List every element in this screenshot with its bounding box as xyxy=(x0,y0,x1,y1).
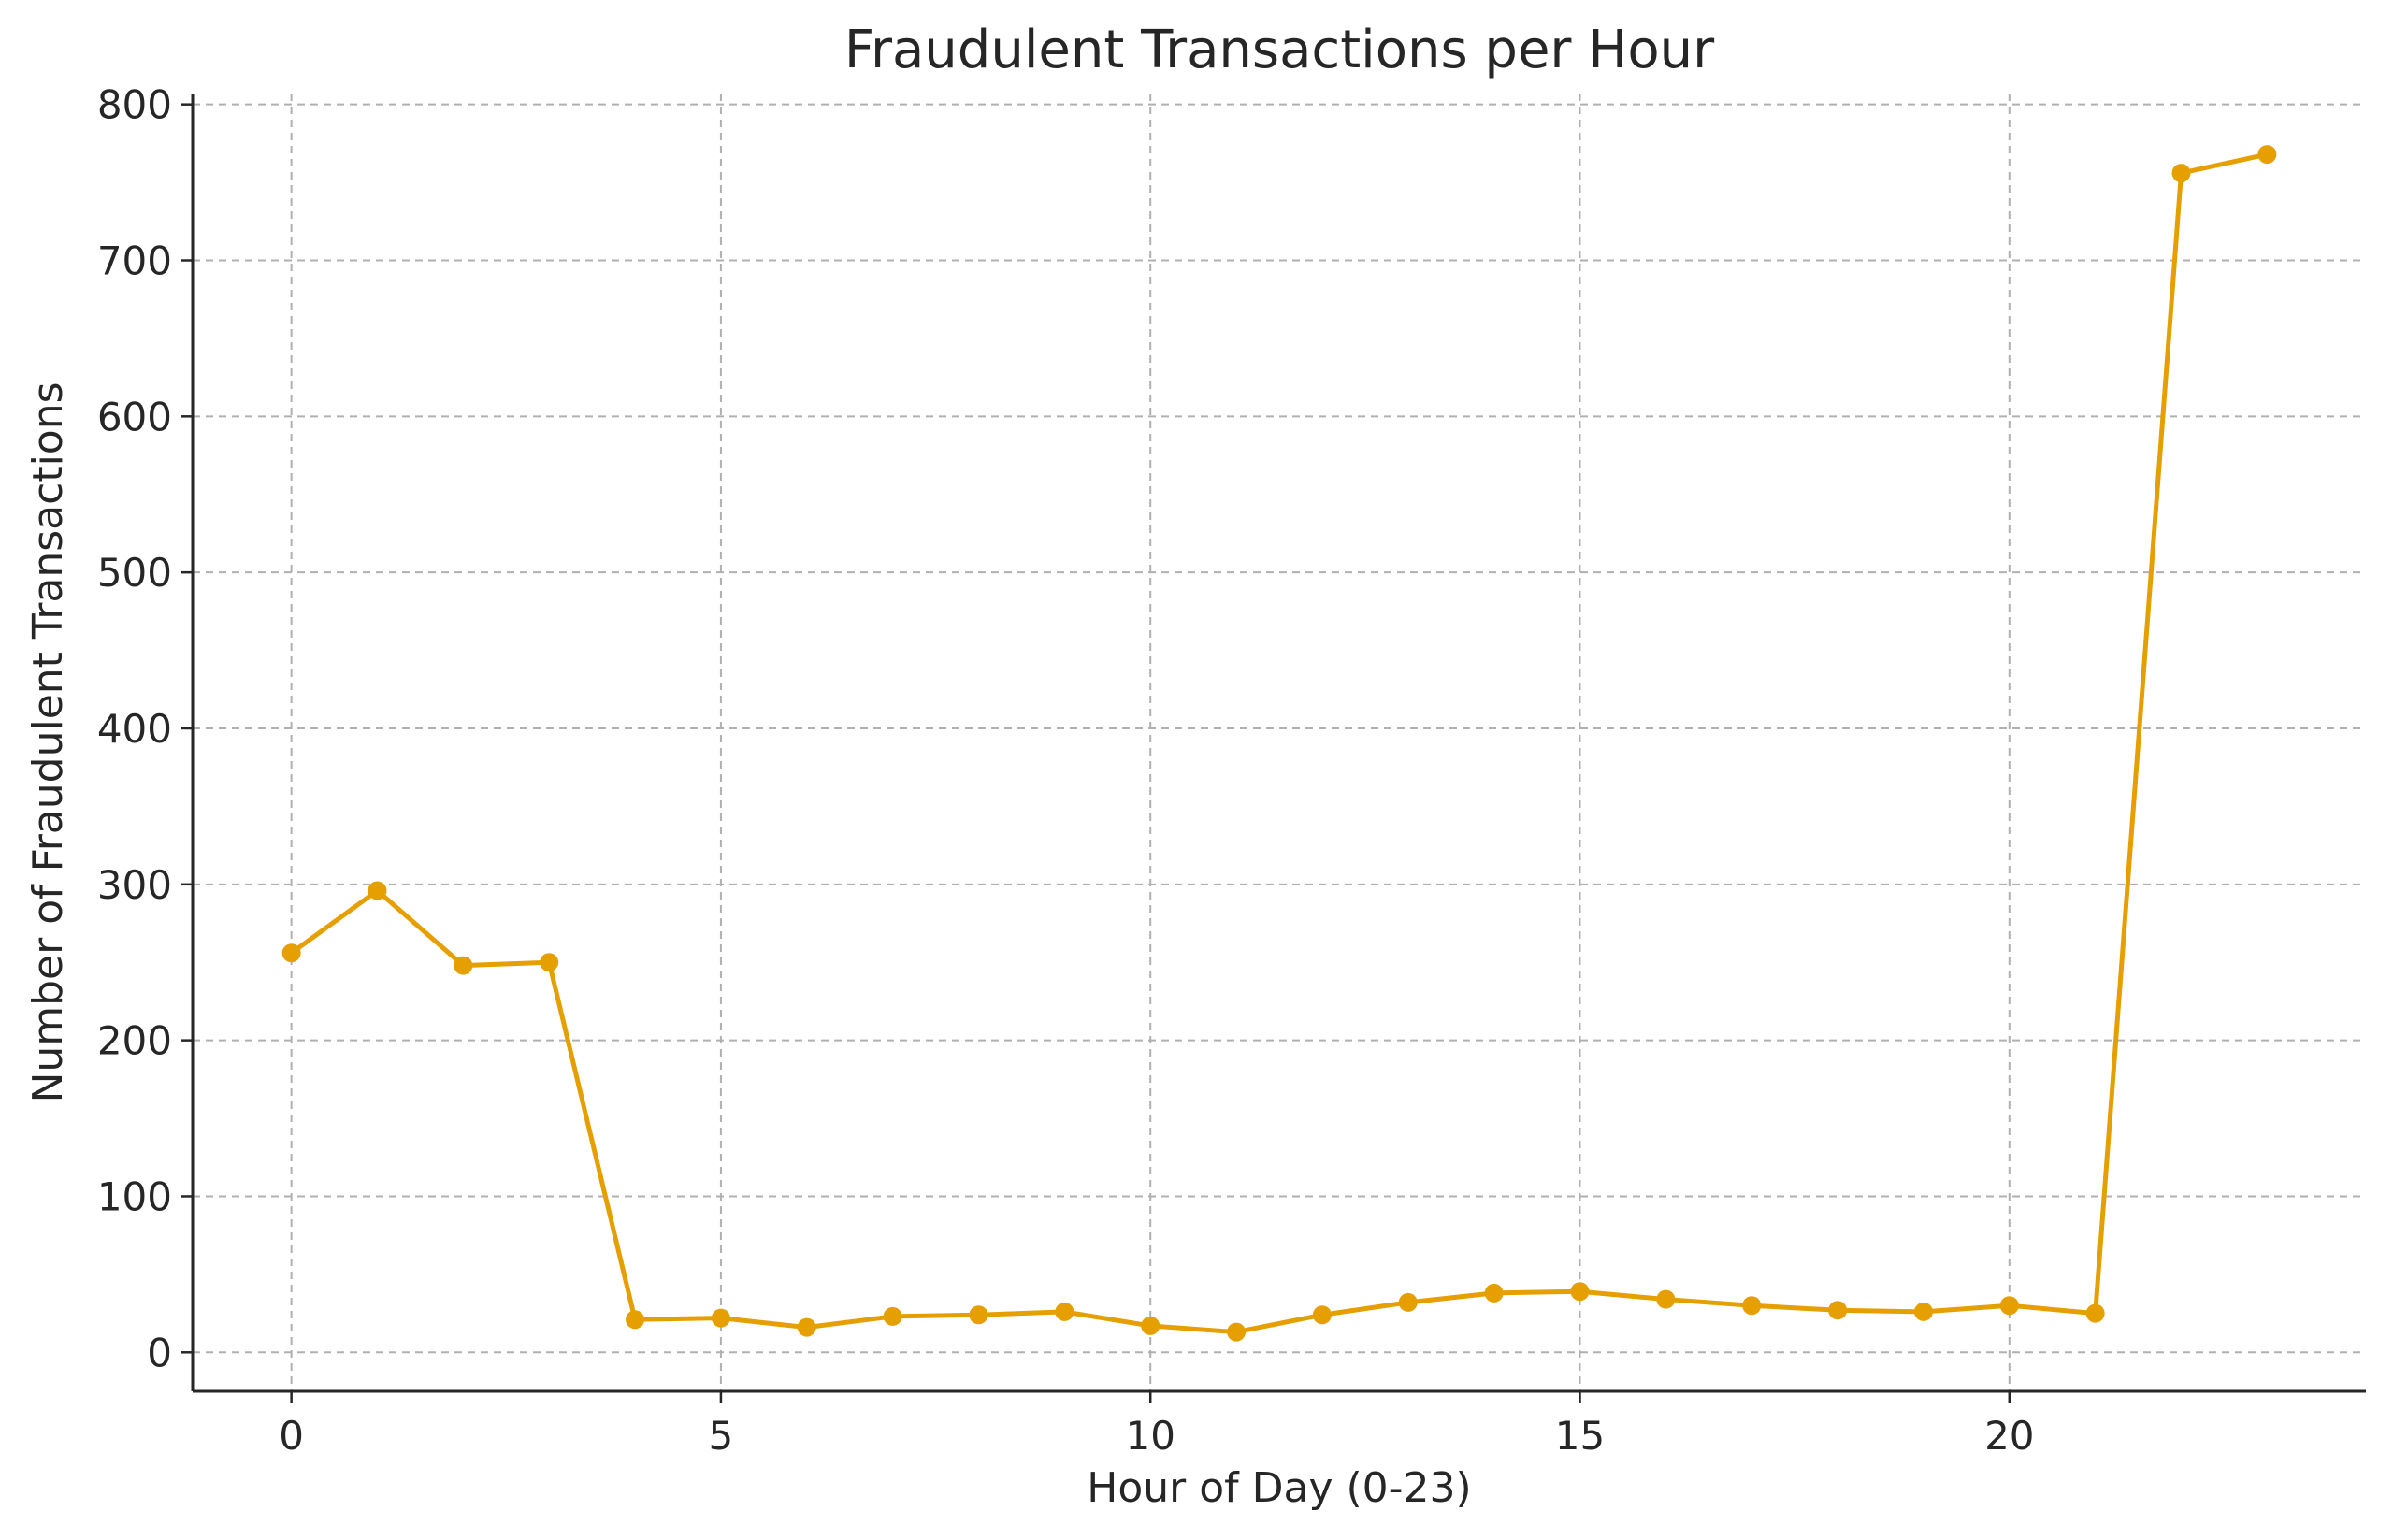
y-tick-label: 0 xyxy=(147,1330,172,1375)
y-tick-label: 500 xyxy=(97,550,172,596)
data-point xyxy=(1141,1316,1160,1335)
y-tick-label: 200 xyxy=(97,1018,172,1064)
chart-title: Fraudulent Transactions per Hour xyxy=(844,20,1715,80)
x-tick-label: 15 xyxy=(1555,1413,1605,1459)
data-point xyxy=(368,881,387,900)
y-axis-title: Number of Fraudulent Transactions xyxy=(24,381,72,1102)
data-point xyxy=(969,1305,988,1325)
data-point xyxy=(2085,1303,2105,1323)
data-point xyxy=(1999,1296,2019,1316)
data-point xyxy=(1742,1296,1762,1316)
x-tick-label: 20 xyxy=(1984,1413,2034,1459)
data-point xyxy=(2171,164,2191,183)
data-point xyxy=(711,1308,730,1328)
y-tick-label: 700 xyxy=(97,238,172,284)
data-point xyxy=(540,953,559,972)
data-point xyxy=(1913,1302,1933,1321)
data-point xyxy=(1828,1301,1848,1320)
data-point xyxy=(454,956,473,975)
series xyxy=(281,145,2277,1342)
x-tick-label: 10 xyxy=(1125,1413,1175,1459)
data-point xyxy=(883,1306,902,1326)
y-tick-label: 100 xyxy=(97,1173,172,1219)
data-point xyxy=(1312,1305,1332,1325)
x-axis-title: Hour of Day (0-23) xyxy=(1087,1464,1471,1512)
x-tick-label: 0 xyxy=(279,1413,304,1459)
data-point xyxy=(1570,1282,1590,1302)
y-tick-label: 300 xyxy=(97,862,172,908)
x-tick-label: 5 xyxy=(709,1413,734,1459)
data-point xyxy=(2257,145,2277,165)
data-point xyxy=(1398,1292,1418,1312)
data-point xyxy=(1227,1322,1247,1342)
data-point xyxy=(281,943,301,963)
grid xyxy=(193,94,2366,1391)
axes xyxy=(191,94,2366,1393)
y-tick-label: 400 xyxy=(97,706,172,752)
data-point xyxy=(626,1310,645,1330)
data-point xyxy=(1656,1289,1676,1309)
series-line xyxy=(290,151,2268,1335)
data-point xyxy=(1055,1302,1074,1321)
data-point xyxy=(797,1317,816,1337)
y-tick-label: 600 xyxy=(97,394,172,439)
data-point xyxy=(1484,1283,1504,1303)
y-tick-label: 800 xyxy=(97,82,172,128)
